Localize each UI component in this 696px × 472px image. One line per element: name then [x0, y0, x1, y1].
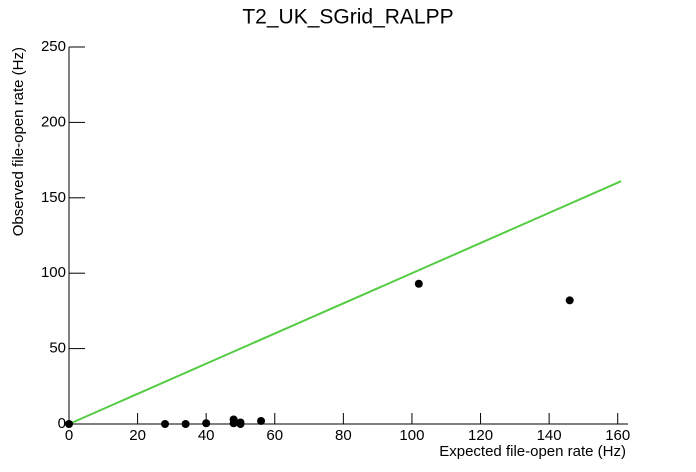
y-axis-label: Observed file-open rate (Hz) — [10, 47, 27, 236]
point — [257, 416, 266, 425]
y-tick-label: 250 — [41, 38, 66, 55]
point — [414, 279, 423, 288]
y-tick-label: 50 — [49, 340, 66, 357]
y-tick-label: 100 — [41, 264, 66, 281]
point — [161, 420, 170, 428]
x-axis-label: Expected file-open rate (Hz) — [439, 443, 626, 460]
point — [181, 420, 190, 428]
point — [236, 420, 245, 428]
x-tick-label: 140 — [537, 427, 562, 444]
y-tick-label: 0 — [58, 415, 66, 432]
y-tick-label: 200 — [41, 113, 66, 130]
x-tick-label: 0 — [65, 427, 73, 444]
point — [202, 419, 211, 428]
point — [229, 419, 238, 428]
x-tick-label: 20 — [129, 427, 146, 444]
point — [565, 296, 574, 305]
x-tick-label: 160 — [605, 427, 630, 444]
chart-title: T2_UK_SGrid_RALPP — [242, 6, 453, 29]
x-tick-label: 80 — [335, 427, 352, 444]
point — [65, 420, 73, 428]
reference-line — [68, 180, 622, 425]
x-tick-label: 100 — [399, 427, 424, 444]
y-tick-label: 150 — [41, 189, 66, 206]
x-tick-label: 60 — [266, 427, 283, 444]
x-tick-label: 120 — [468, 427, 493, 444]
x-tick-label: 40 — [198, 427, 215, 444]
